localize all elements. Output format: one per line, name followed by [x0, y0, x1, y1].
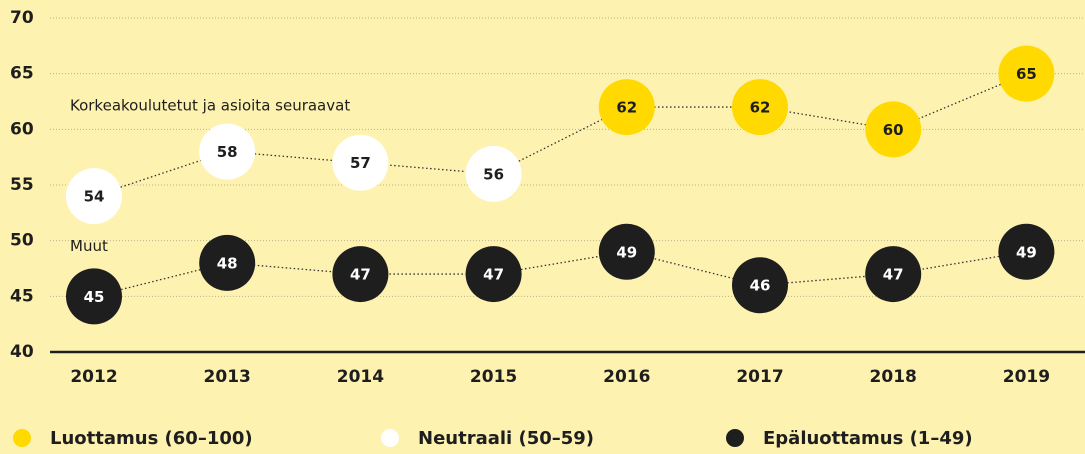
data-label: 58 [217, 143, 238, 161]
data-label: 47 [483, 266, 504, 284]
series-annotation: Korkeakoulutetut ja asioita seuraavat [70, 97, 350, 115]
legend-swatch [726, 429, 744, 447]
data-point [732, 79, 788, 136]
data-point [865, 246, 922, 303]
data-label: 49 [616, 243, 637, 261]
data-label: 60 [883, 121, 904, 139]
data-point [199, 234, 256, 291]
y-tick-label: 60 [10, 119, 34, 139]
data-point [998, 45, 1055, 102]
data-label: 62 [750, 99, 771, 117]
x-tick-label: 2013 [204, 367, 251, 387]
data-point [998, 223, 1055, 280]
y-tick-label: 45 [10, 286, 34, 306]
x-tick-label: 2019 [1003, 367, 1050, 387]
data-point [199, 123, 256, 180]
legend-label: Neutraali (50–59) [418, 428, 594, 449]
data-point [598, 79, 655, 136]
x-tick-label: 2015 [470, 367, 517, 387]
legend-label: Epäluottamus (1–49) [763, 428, 973, 449]
y-tick-label: 40 [10, 342, 34, 362]
series-annotation: Muut [70, 237, 108, 255]
data-label: 47 [350, 266, 371, 284]
legend-label: Luottamus (60–100) [50, 428, 253, 449]
y-tick-label: 55 [10, 175, 34, 195]
legend-swatch [13, 429, 31, 447]
y-tick-label: 50 [10, 231, 34, 251]
x-tick-label: 2018 [870, 367, 917, 387]
x-tick-label: 2016 [603, 367, 650, 387]
data-point [465, 246, 522, 303]
data-point [598, 223, 655, 280]
data-label: 65 [1016, 65, 1037, 83]
data-label: 49 [1016, 243, 1037, 261]
x-tick-label: 2017 [736, 367, 783, 387]
legend-swatch [381, 429, 399, 447]
data-label: 54 [84, 188, 105, 206]
data-point [465, 145, 522, 202]
data-point [865, 101, 922, 158]
y-tick-label: 65 [10, 64, 34, 84]
data-label: 46 [750, 277, 771, 295]
data-point [332, 134, 389, 191]
y-tick-label: 70 [10, 8, 34, 28]
data-label: 62 [616, 99, 637, 117]
data-point [332, 246, 389, 303]
data-label: 57 [350, 154, 371, 172]
data-label: 47 [883, 266, 904, 284]
data-point [732, 257, 788, 314]
data-point [66, 168, 122, 225]
x-tick-label: 2012 [70, 367, 117, 387]
x-tick-label: 2014 [337, 367, 384, 387]
data-label: 45 [84, 288, 105, 306]
data-label: 56 [483, 165, 504, 183]
data-point [66, 268, 122, 325]
data-label: 48 [217, 254, 238, 272]
